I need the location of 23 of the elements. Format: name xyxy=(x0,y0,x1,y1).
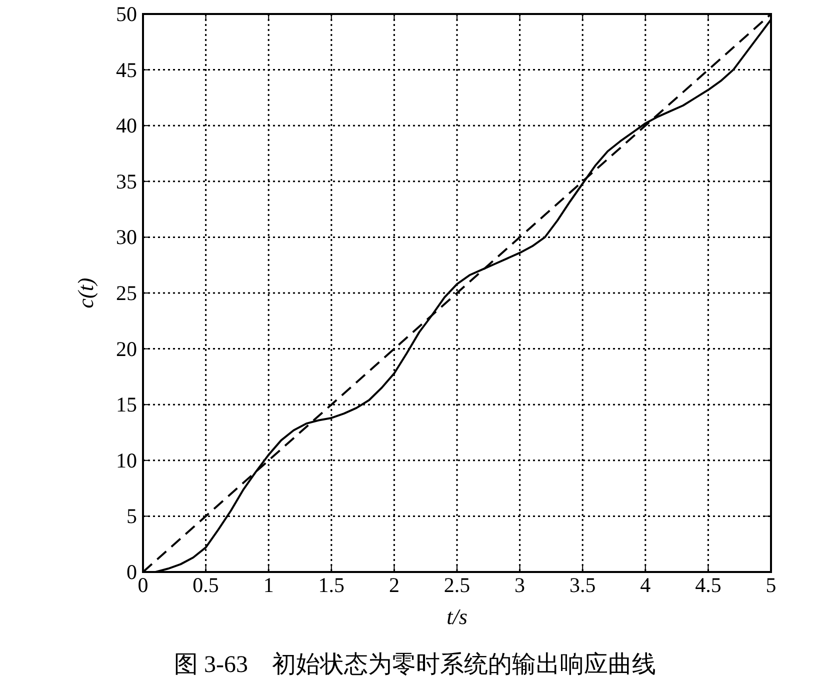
x-tick-label: 3 xyxy=(514,573,526,597)
y-tick-label: 40 xyxy=(116,114,137,138)
y-tick-label: 15 xyxy=(116,392,137,417)
x-tick-label: 5 xyxy=(766,573,776,597)
y-tick-label: 20 xyxy=(116,336,137,361)
y-tick-label: 25 xyxy=(116,281,137,305)
y-tick-label: 35 xyxy=(116,169,137,194)
caption: 图 3-63 初始状态为零时系统的输出响应曲线 xyxy=(174,651,656,678)
x-tick-label: 1 xyxy=(263,573,274,597)
x-tick-label: 2 xyxy=(388,573,400,597)
y-tick-label: 5 xyxy=(126,504,137,528)
x-tick-label: 4 xyxy=(640,573,652,597)
x-tick-label: 4.5 xyxy=(695,573,722,597)
x-tick-label: 3.5 xyxy=(569,573,596,597)
x-tick-label: 1.5 xyxy=(318,573,345,597)
y-tick-label: 10 xyxy=(116,448,137,472)
y-axis-title: c(t) xyxy=(73,278,98,308)
x-axis-title: t/s xyxy=(446,604,468,629)
x-tick-label: 0.5 xyxy=(192,573,219,597)
y-tick-label: 50 xyxy=(116,2,137,26)
y-tick-label: 30 xyxy=(116,225,137,250)
x-tick-label: 2.5 xyxy=(444,573,470,597)
y-tick-label: 45 xyxy=(116,58,137,82)
